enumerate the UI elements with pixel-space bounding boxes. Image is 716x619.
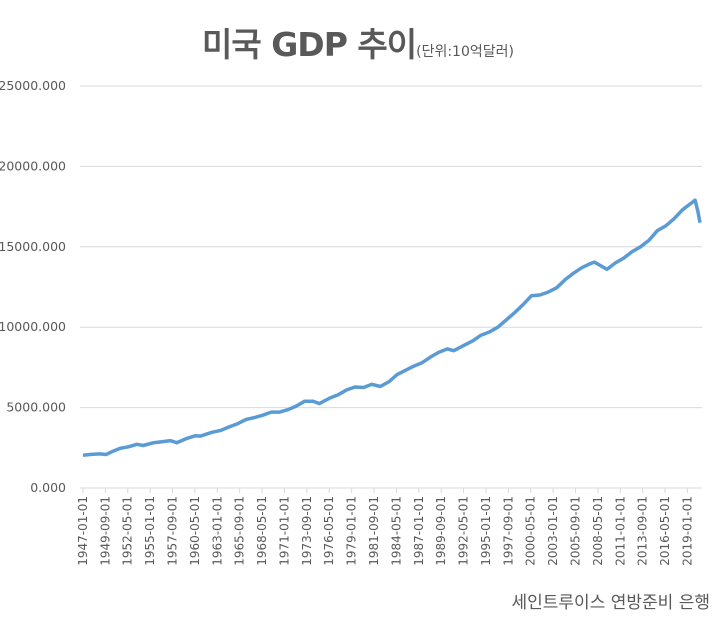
x-tick-label: 2005-09-01 — [568, 496, 582, 566]
x-tick-label: 1976-05-01 — [322, 496, 336, 566]
x-tick-label: 1997-09-01 — [501, 496, 515, 566]
x-tick-label: 2003-01-01 — [546, 496, 560, 566]
gdp-series-line — [82, 198, 702, 458]
x-tick-label: 2019-01-01 — [680, 496, 694, 566]
x-tick-label: 1973-09-01 — [300, 496, 314, 566]
x-tick-label: 1957-09-01 — [166, 496, 180, 566]
x-tick-label: 2000-05-01 — [524, 496, 538, 566]
x-tick-label: 1989-09-01 — [434, 496, 448, 566]
x-tick-label: 1995-01-01 — [479, 496, 493, 566]
x-tick-label: 1992-05-01 — [457, 496, 471, 566]
y-tick-label: 10000.000 — [0, 319, 66, 334]
x-tick-label: 1947-01-01 — [76, 496, 90, 566]
source-note: 세인트루이스 연방준비 은행 — [511, 593, 711, 613]
x-tick-label: 2013-09-01 — [636, 496, 650, 566]
x-tick-label: 1955-01-01 — [143, 496, 157, 566]
y-tick-label: 20000.000 — [0, 158, 66, 173]
x-tick-label: 1949-09-01 — [98, 496, 112, 566]
y-tick-label: 0.000 — [30, 480, 66, 495]
x-tick-label: 1960-05-01 — [188, 496, 202, 566]
chart-title: 미국 GDP 추이(단위:10억달러) — [0, 18, 716, 66]
title-main: 미국 GDP 추이 — [202, 25, 417, 64]
y-tick-label: 5000.000 — [6, 400, 66, 415]
y-tick-label: 25000.000 — [0, 78, 66, 93]
x-tick-label: 1963-01-01 — [210, 496, 224, 566]
x-tick-label: 1952-05-01 — [121, 496, 135, 566]
x-tick-label: 1984-05-01 — [389, 496, 403, 566]
y-tick-label: 15000.000 — [0, 239, 66, 254]
x-tick-label: 1981-09-01 — [367, 496, 381, 566]
x-tick-label: 1971-01-01 — [277, 496, 291, 566]
x-tick-label: 1965-09-01 — [233, 496, 247, 566]
title-unit: (단위:10억달러) — [416, 44, 514, 60]
x-tick-label: 1979-01-01 — [345, 496, 359, 566]
x-tick-label: 1987-01-01 — [412, 496, 426, 566]
x-tick-label: 2016-05-01 — [658, 496, 672, 566]
x-tick-label: 2008-05-01 — [591, 496, 605, 566]
x-tick-label: 2011-01-01 — [613, 496, 627, 566]
x-tick-label: 1968-05-01 — [255, 496, 269, 566]
